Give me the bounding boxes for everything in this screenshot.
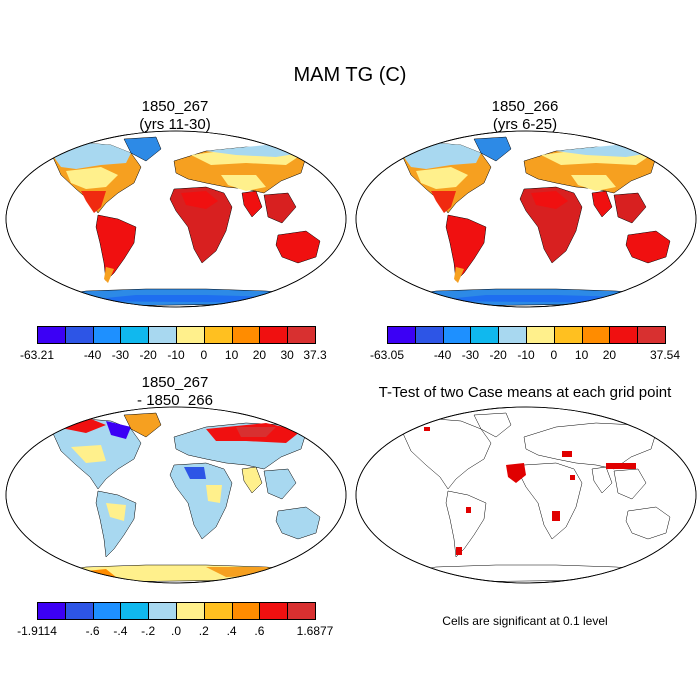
colorbar-swatch — [259, 326, 289, 344]
colorbar-swatch — [553, 326, 583, 344]
colorbar-swatch — [637, 326, 666, 344]
colorbar-label: -40 — [433, 348, 452, 362]
colorbar-label: -.4 — [113, 624, 128, 638]
colorbar-label: .4 — [226, 624, 237, 638]
map-panel-ttest — [355, 406, 697, 584]
panel3-title-line2: - 1850_266 — [137, 392, 213, 409]
colorbar-swatch — [581, 326, 611, 344]
colorbar-swatch — [64, 326, 94, 344]
colorbar-label: -20 — [139, 348, 157, 362]
colorbar-label: 20 — [252, 348, 267, 362]
colorbar-swatch — [609, 326, 639, 344]
colorbar-label: 0 — [550, 348, 558, 362]
colorbar-label: .6 — [254, 624, 265, 638]
colorbar-label: -1.9114 — [17, 624, 57, 638]
panel4-title-line1: T-Test of two Case means at each grid po… — [378, 384, 672, 401]
colorbar-label: 37.3 — [303, 348, 327, 362]
panel1-title-line2: (yrs 11-30) — [139, 116, 211, 133]
colorbar-swatch — [259, 602, 289, 620]
colorbar-swatch — [470, 326, 500, 344]
significance-note: Cells are significant at 0.1 level — [442, 614, 608, 628]
colorbar-swatch — [64, 602, 94, 620]
colorbar-swatch — [414, 326, 444, 344]
panel1-title-line1: 1850_267 — [141, 98, 209, 115]
colorbar-panel-difference: -1.9114 -.6 -.4 -.2 .0 .2 .4 .6 1.6877 — [17, 602, 333, 638]
colorbar-swatch — [203, 602, 233, 620]
colorbar-label: 1.6877 — [296, 624, 334, 638]
colorbar-label: 0 — [200, 348, 208, 362]
colorbar-panel-1266: -63.05 -40 -30 -20 -10 0 10 20 37.54 — [370, 326, 680, 362]
colorbar-swatch — [231, 602, 261, 620]
colorbar-label: -.2 — [141, 624, 156, 638]
colorbar-label: 20 — [602, 348, 617, 362]
colorbar-panel-1267: -63.21 -40 -30 -20 -10 0 10 20 30 37.3 — [20, 326, 327, 362]
colorbar-label: -10 — [517, 348, 535, 362]
figure-title: MAM TG (C) — [293, 64, 407, 86]
colorbar-swatch — [287, 326, 316, 344]
colorbar-swatch — [148, 602, 177, 620]
colorbar-swatch — [176, 326, 205, 344]
colorbar-label: .0 — [170, 624, 182, 638]
colorbar-swatch — [148, 326, 177, 344]
colorbar-label: -20 — [489, 348, 507, 362]
colorbar-swatch — [92, 602, 122, 620]
panel4-title: T-Test of two Case means at each grid po… — [355, 384, 695, 402]
colorbar-label: -63.05 — [369, 348, 405, 362]
colorbar-swatch — [176, 602, 205, 620]
colorbar-swatch — [287, 602, 316, 620]
colorbar-label: 37.54 — [649, 348, 681, 362]
colorbar-label: .2 — [198, 624, 209, 638]
panel3-title: 1850_267 - 1850_266 — [75, 374, 275, 410]
map-panel-1266 — [355, 130, 697, 308]
map-panel-1267 — [5, 130, 347, 308]
colorbar-label: -30 — [111, 348, 130, 362]
colorbar-swatch — [387, 326, 416, 344]
panel3-title-line1: 1850_267 — [141, 374, 209, 391]
colorbar-label: 10 — [224, 348, 239, 362]
colorbar-swatch — [92, 326, 122, 344]
panel2-title-line2: (yrs 6-25) — [492, 116, 558, 133]
colorbar-label: -30 — [461, 348, 480, 362]
colorbar-label: -10 — [167, 348, 185, 362]
colorbar-label: 10 — [574, 348, 589, 362]
colorbar-label: -40 — [83, 348, 102, 362]
colorbar-label: 30 — [280, 348, 294, 362]
colorbar-swatch — [442, 326, 472, 344]
colorbar-swatch — [231, 326, 261, 344]
colorbar-swatch — [37, 602, 66, 620]
colorbar-swatch — [526, 326, 555, 344]
colorbar-label: -63.21 — [19, 348, 55, 362]
map-panel-difference — [5, 406, 347, 584]
colorbar-swatch — [203, 326, 233, 344]
colorbar-swatch — [120, 602, 150, 620]
panel1-title: 1850_267 (yrs 11-30) — [75, 98, 275, 134]
colorbar-swatch — [37, 326, 66, 344]
panel2-title-line1: 1850_266 — [491, 98, 559, 115]
colorbar-swatch — [498, 326, 527, 344]
panel2-title: 1850_266 (yrs 6-25) — [425, 98, 625, 134]
colorbar-swatch — [120, 326, 150, 344]
colorbar-label: -.6 — [85, 624, 100, 638]
